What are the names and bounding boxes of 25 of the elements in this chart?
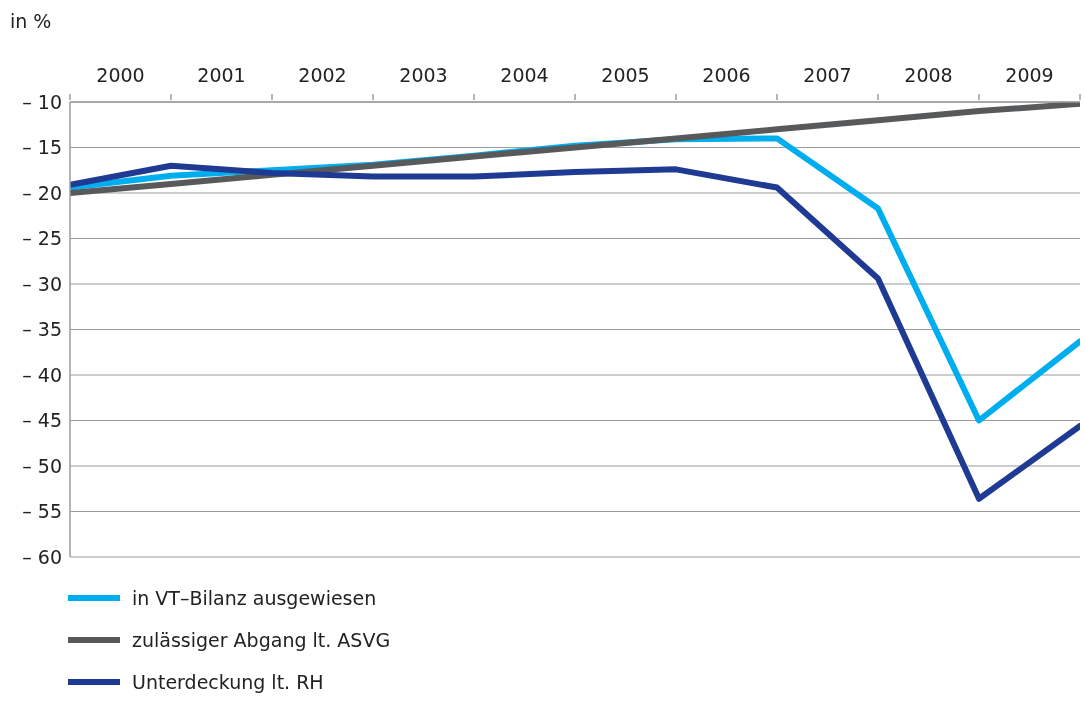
x-tick-label: 2008 [904,64,953,86]
y-tick-label: – 40 [22,363,62,386]
x-tick-label: 2005 [601,64,650,86]
legend-label: Unterdeckung lt. RH [132,671,324,693]
x-tick-label: 2003 [399,64,448,86]
x-tick-label: 2007 [803,64,852,86]
legend-label: in VT–Bilanz ausgewiesen [132,587,377,609]
y-tick-label: – 35 [22,318,62,341]
y-axis-title: in % [10,10,52,32]
x-tick-label: 2002 [298,64,347,86]
legend-label: zulässiger Abgang lt. ASVG [132,629,391,651]
y-tick-label: – 20 [22,181,62,204]
x-tick-label: 2004 [500,64,549,86]
x-tick-label: 2001 [197,64,246,86]
x-tick-label: 2009 [1005,64,1054,86]
y-tick-label: – 45 [22,409,62,432]
y-tick-label: – 55 [22,500,62,523]
x-tick-label: 2006 [702,64,751,86]
y-tick-label: – 25 [22,227,62,250]
y-tick-label: – 30 [22,272,62,295]
y-tick-label: – 60 [22,545,62,568]
y-tick-label: – 50 [22,454,62,477]
y-tick-label: – 15 [22,136,62,159]
x-tick-label: 2000 [96,64,145,86]
y-tick-label: – 10 [22,90,62,113]
